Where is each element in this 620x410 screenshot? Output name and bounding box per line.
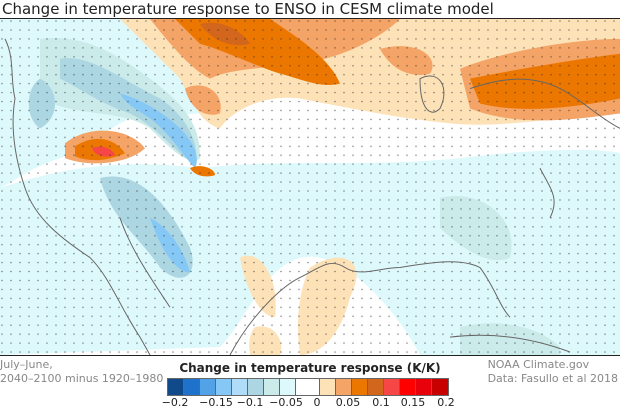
- colorbar: [167, 378, 449, 396]
- colorbar-tick-label: 0.1: [372, 396, 390, 409]
- colorbar-swatch: [216, 379, 232, 395]
- colorbar-swatch: [400, 379, 416, 395]
- colorbar-tick-label: −0.05: [269, 396, 303, 409]
- colorbar-swatch: [168, 379, 184, 395]
- colorbar-swatch: [432, 379, 448, 395]
- colorbar-tick-label: −0.2: [161, 396, 189, 409]
- colorbar-tick-label: 0: [313, 396, 321, 409]
- map-title: Change in temperature response to ENSO i…: [2, 0, 494, 18]
- colorbar-swatch: [336, 379, 352, 395]
- colorbar-swatch: [280, 379, 296, 395]
- credit: NOAA Climate.gov Data: Fasullo et al 201…: [488, 358, 618, 386]
- period-note-line-2: 2040–2100 minus 1920–1980: [0, 372, 164, 385]
- colorbar-swatch: [296, 379, 320, 395]
- colorbar-tick-label: 0.15: [400, 396, 426, 409]
- colorbar-tick-label: −0.1: [236, 396, 264, 409]
- colorbar-tick-label: 0.05: [335, 396, 361, 409]
- colorbar-swatch: [416, 379, 432, 395]
- colorbar-tick-label: −0.15: [199, 396, 233, 409]
- period-note-line-1: July–June,: [0, 358, 53, 371]
- colorbar-swatch: [200, 379, 216, 395]
- coastlines-and-borders: [4, 38, 620, 355]
- significance-stippling: [0, 19, 620, 355]
- colorbar-swatch: [184, 379, 200, 395]
- temperature-response-map: [0, 18, 620, 356]
- colorbar-swatch: [320, 379, 336, 395]
- colorbar-swatch: [368, 379, 384, 395]
- colorbar-title: Change in temperature response (K/K): [179, 361, 441, 375]
- colorbar-swatch: [384, 379, 400, 395]
- colorbar-swatch: [352, 379, 368, 395]
- colorbar-swatch: [264, 379, 280, 395]
- colorbar-swatch: [232, 379, 248, 395]
- colorbar-tick-label: 0.2: [437, 396, 455, 409]
- colorbar-swatch: [248, 379, 264, 395]
- period-note: July–June, 2040–2100 minus 1920–1980: [0, 358, 163, 386]
- credit-data: Data: Fasullo et al 2018: [487, 372, 618, 385]
- credit-source: NOAA Climate.gov: [487, 358, 590, 371]
